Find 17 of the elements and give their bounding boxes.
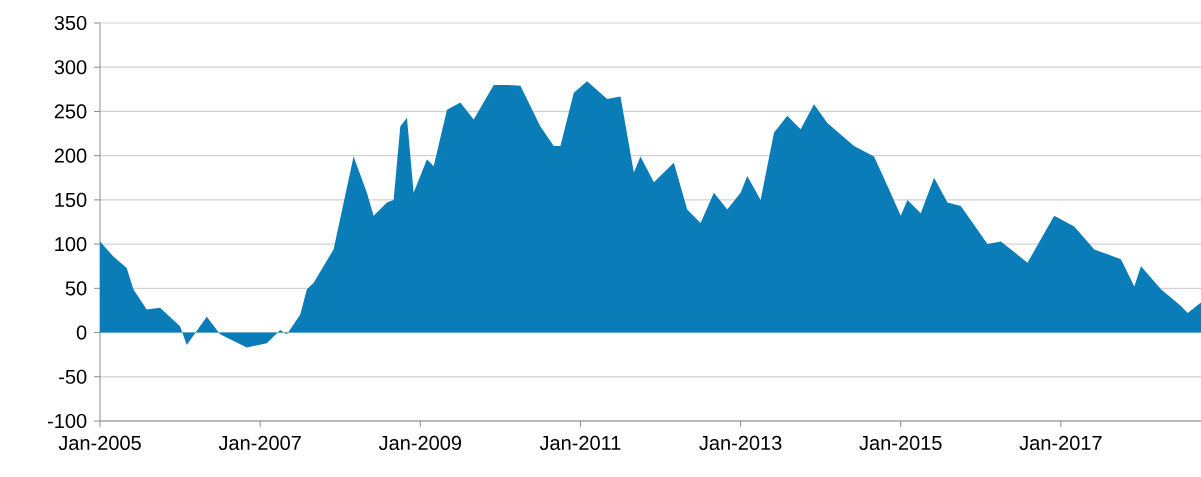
y-tick-label: 50 — [65, 281, 87, 296]
y-tick-label: 350 — [54, 15, 87, 31]
y-tick-label: 150 — [55, 192, 87, 207]
y-tick-label: 100 — [55, 237, 87, 252]
x-tick-label: Jan-2011 — [539, 435, 621, 451]
y-tick-label: 250 — [54, 104, 87, 119]
y-tick-label: 300 — [54, 60, 87, 75]
x-tick-label: Jan-2017 — [1019, 435, 1102, 451]
x-tick-label: Jan-2013 — [699, 435, 782, 451]
x-tick-label: Jan-2009 — [378, 435, 462, 451]
y-tick-label: 200 — [54, 148, 87, 163]
x-tick-label: Jan-2007 — [218, 435, 301, 451]
y-tick-label: 0 — [76, 325, 87, 340]
x-tick-label: Jan-2005 — [58, 435, 141, 451]
x-tick-label: Jan-2015 — [859, 435, 942, 451]
y-tick-label: -50 — [59, 369, 87, 384]
y-tick-label: -100 — [48, 413, 87, 429]
